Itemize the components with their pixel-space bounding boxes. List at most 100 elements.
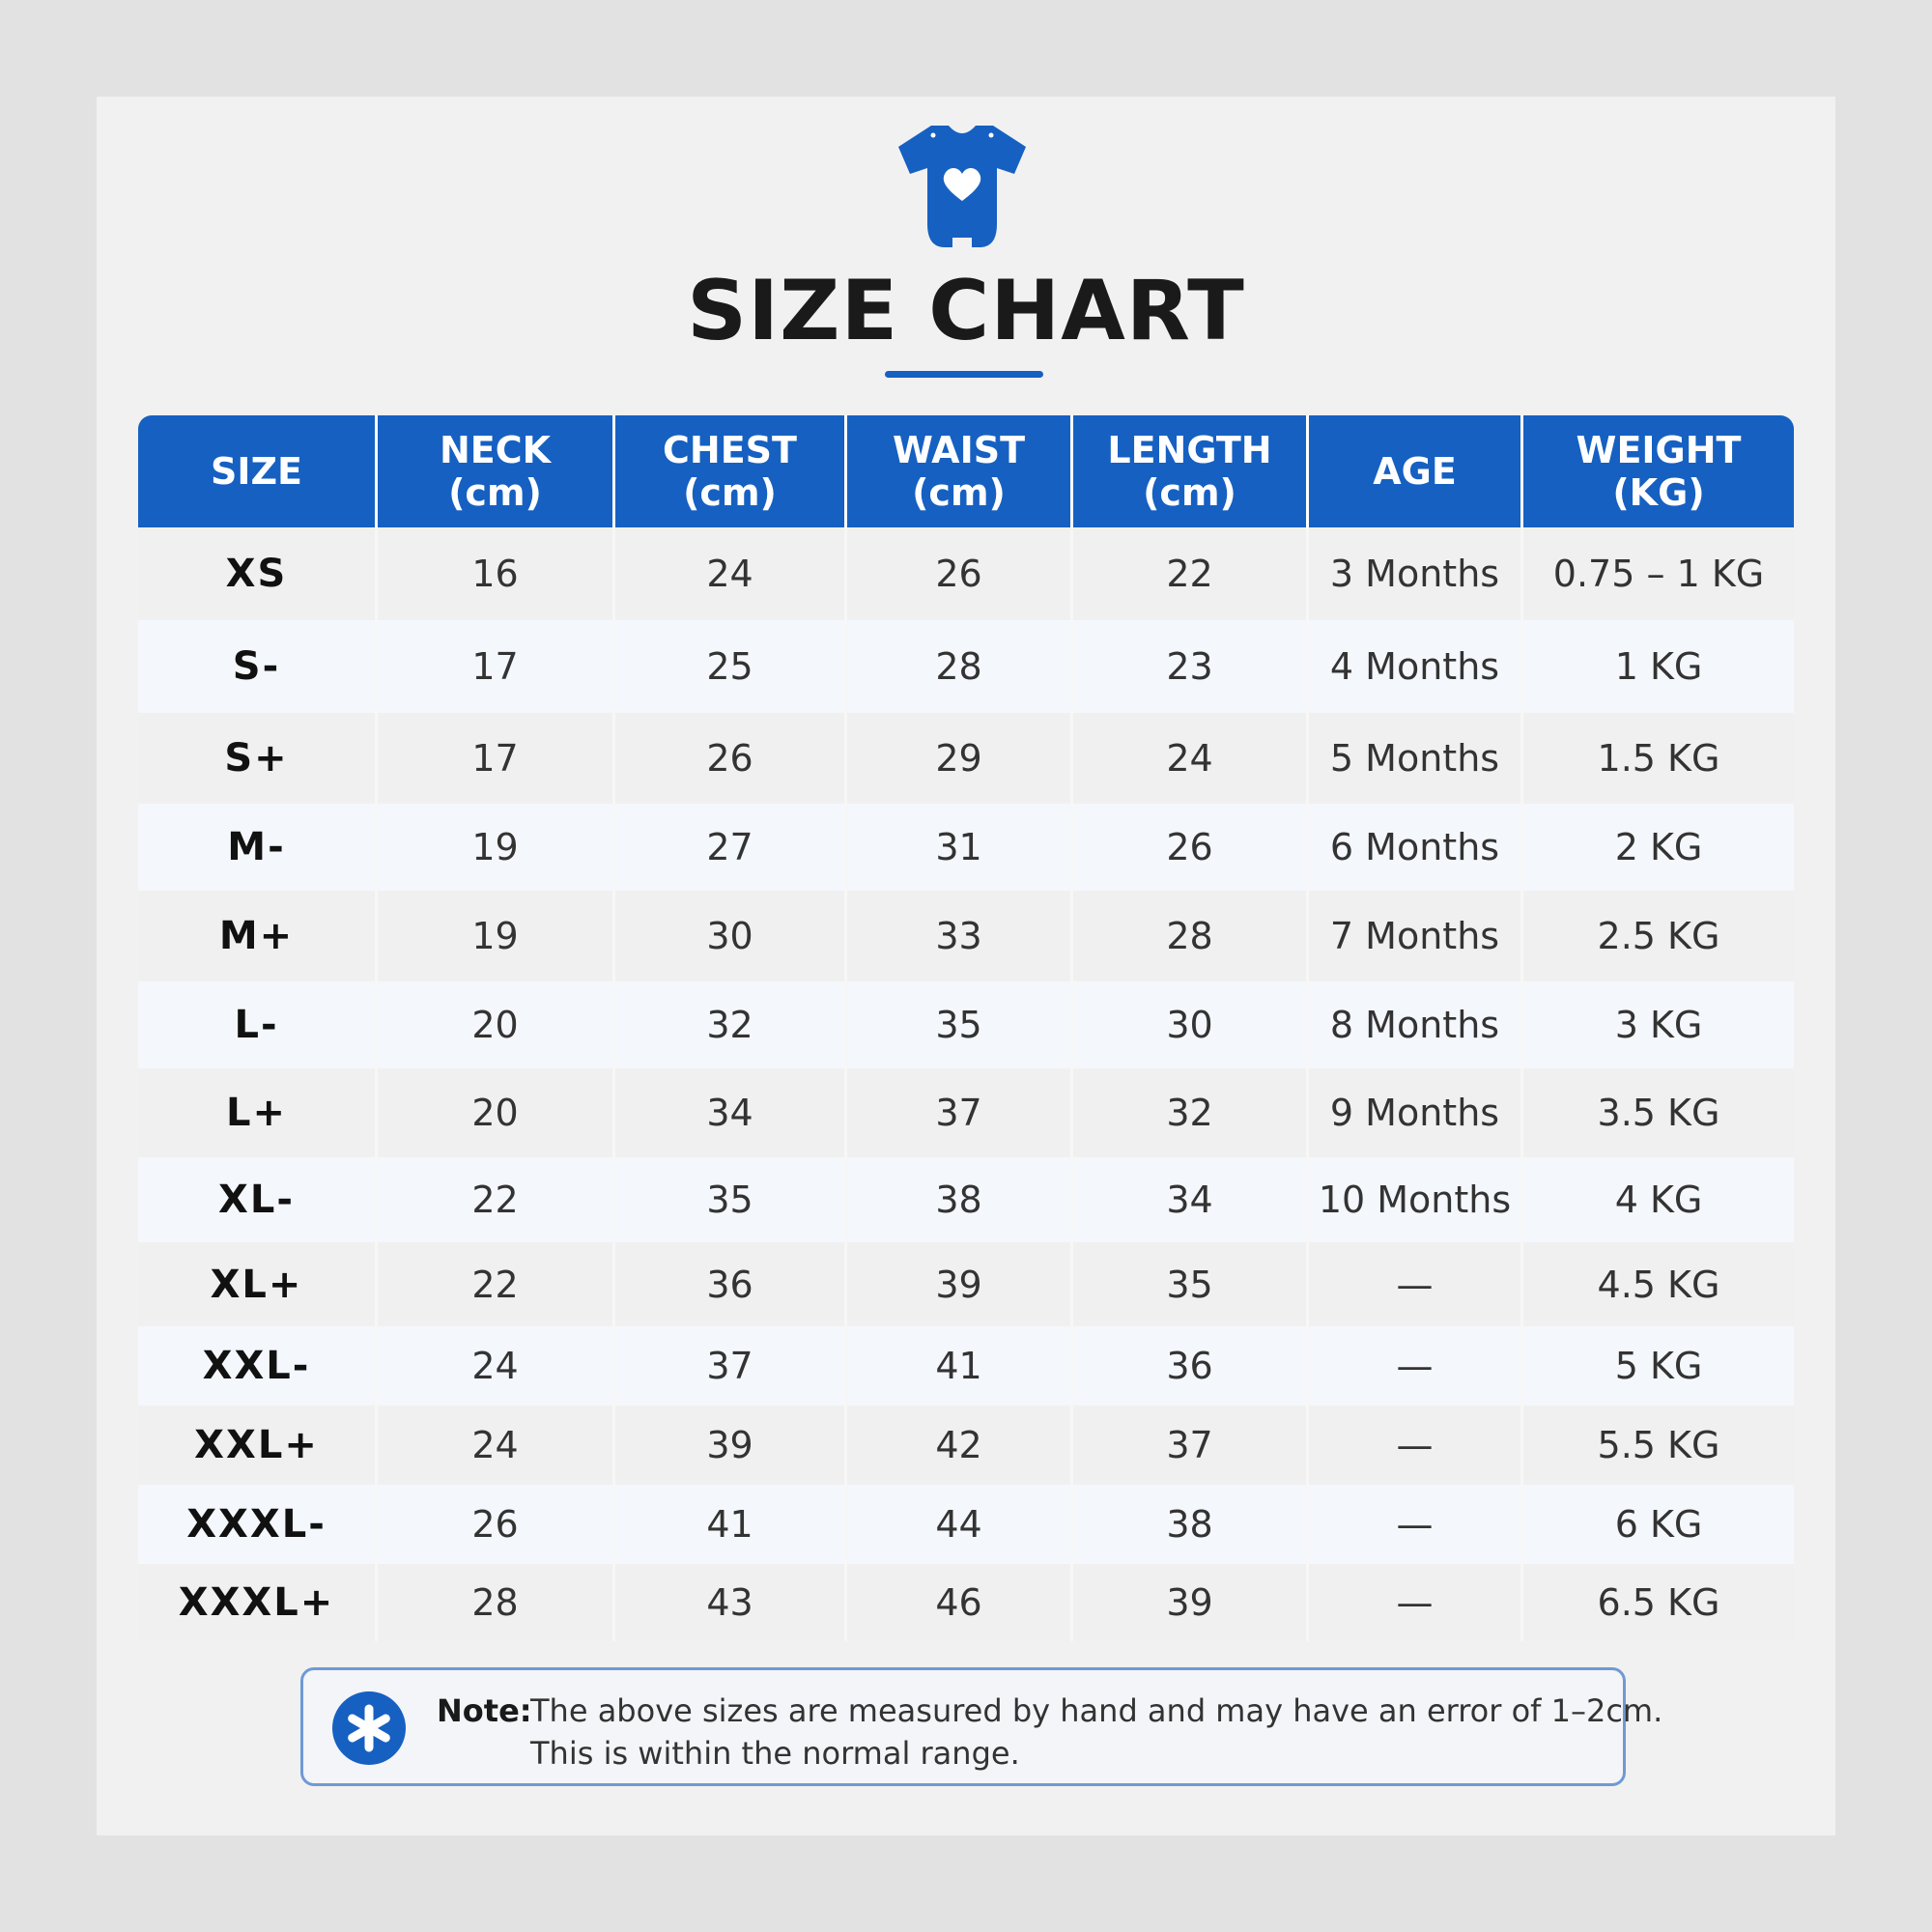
note-text: The above sizes are measured by hand and… (530, 1690, 1662, 1775)
column-header-unit: (cm) (912, 471, 1006, 514)
length-cell: 34 (1073, 1157, 1309, 1242)
waist-cell: 33 (847, 891, 1073, 981)
table-row: XL+ 22 36 39 35—4.5 KG (138, 1242, 1794, 1326)
column-header-label: CHEST (663, 429, 797, 471)
baby-onesie-heart-icon (898, 126, 1026, 247)
length-cell: 39 (1073, 1564, 1309, 1641)
age-cell: 5 Months (1309, 713, 1523, 804)
column-header-length: LENGTH (cm) (1073, 415, 1309, 527)
note-line-2: This is within the normal range. (530, 1735, 1020, 1772)
table-row: XXXL+ 28 43 46 39—6.5 KG (138, 1564, 1794, 1641)
age-cell: 9 Months (1309, 1068, 1523, 1157)
table-row: XL- 22 35 38 34 10 Months 4 KG (138, 1157, 1794, 1242)
column-header-neck: NECK (cm) (378, 415, 615, 527)
column-header-unit: (cm) (683, 471, 777, 514)
chest-cell: 39 (615, 1406, 847, 1485)
age-cell: — (1309, 1406, 1523, 1485)
age-cell: — (1309, 1564, 1523, 1641)
weight-cell: 3 KG (1523, 981, 1794, 1068)
size-table: SIZE NECK (cm) CHEST (cm) WAIST (cm) LENGTH (cm)… (138, 415, 1794, 1641)
age-cell: 10 Months (1309, 1157, 1523, 1242)
neck-cell: 19 (378, 804, 615, 891)
table-row: M- 19 27 31 26 6 Months 2 KG (138, 804, 1794, 891)
chest-cell: 35 (615, 1157, 847, 1242)
note-box: Note: The above sizes are measured by ha… (300, 1667, 1662, 1786)
neck-cell: 26 (378, 1485, 615, 1564)
size-cell: L+ (138, 1068, 378, 1157)
size-cell: XXXL- (138, 1485, 378, 1564)
waist-cell: 41 (847, 1326, 1073, 1406)
chest-cell: 24 (615, 527, 847, 620)
note-label: Note: (437, 1692, 532, 1729)
waist-cell: 31 (847, 804, 1073, 891)
table-row: XXXL- 26 41 44 38—6 KG (138, 1485, 1794, 1564)
weight-cell: 6.5 KG (1523, 1564, 1794, 1641)
length-cell: 32 (1073, 1068, 1309, 1157)
length-cell: 28 (1073, 891, 1309, 981)
weight-cell: 6 KG (1523, 1485, 1794, 1564)
table-row: XXL+ 24 39 42 37—5.5 KG (138, 1406, 1794, 1485)
size-cell: XXXL+ (138, 1564, 378, 1641)
chest-cell: 26 (615, 713, 847, 804)
waist-cell: 26 (847, 527, 1073, 620)
size-cell: XL+ (138, 1242, 378, 1326)
size-cell: M- (138, 804, 378, 891)
column-header-label: WEIGHT (1576, 429, 1742, 471)
column-header-unit: (cm) (1143, 471, 1236, 514)
length-cell: 37 (1073, 1406, 1309, 1485)
length-cell: 38 (1073, 1485, 1309, 1564)
weight-cell: 0.75 – 1 KG (1523, 527, 1794, 620)
neck-cell: 22 (378, 1157, 615, 1242)
column-header-waist: WAIST (cm) (847, 415, 1073, 527)
column-header-label: WAIST (892, 429, 1026, 471)
weight-cell: 2 KG (1523, 804, 1794, 891)
column-header-label: NECK (439, 429, 552, 471)
chest-cell: 32 (615, 981, 847, 1068)
age-cell: — (1309, 1485, 1523, 1564)
length-cell: 22 (1073, 527, 1309, 620)
length-cell: 30 (1073, 981, 1309, 1068)
chest-cell: 27 (615, 804, 847, 891)
weight-cell: 4.5 KG (1523, 1242, 1794, 1326)
length-cell: 26 (1073, 804, 1309, 891)
table-row: XS 16 24 26 22 3 Months 0.75 – 1 KG (138, 527, 1794, 620)
age-cell: 6 Months (1309, 804, 1523, 891)
neck-cell: 22 (378, 1242, 615, 1326)
chest-cell: 25 (615, 620, 847, 713)
length-cell: 36 (1073, 1326, 1309, 1406)
weight-cell: 2.5 KG (1523, 891, 1794, 981)
waist-cell: 42 (847, 1406, 1073, 1485)
column-header-unit: (cm) (448, 471, 542, 514)
age-cell: 8 Months (1309, 981, 1523, 1068)
title-underline (885, 371, 1043, 378)
weight-cell: 4 KG (1523, 1157, 1794, 1242)
table-row: M+ 19 30 33 28 7 Months 2.5 KG (138, 891, 1794, 981)
length-cell: 24 (1073, 713, 1309, 804)
size-cell: S- (138, 620, 378, 713)
column-header-size: SIZE (138, 415, 378, 527)
waist-cell: 28 (847, 620, 1073, 713)
size-cell: S+ (138, 713, 378, 804)
column-header-unit: (KG) (1612, 471, 1705, 514)
column-header-age: AGE (1309, 415, 1523, 527)
table-row: XXL- 24 37 41 36—5 KG (138, 1326, 1794, 1406)
length-cell: 35 (1073, 1242, 1309, 1326)
column-header-label: AGE (1373, 450, 1457, 493)
table-row: S+ 17 26 29 24 5 Months 1.5 KG (138, 713, 1794, 804)
chest-cell: 41 (615, 1485, 847, 1564)
note-line-1: The above sizes are measured by hand and… (530, 1692, 1663, 1729)
waist-cell: 29 (847, 713, 1073, 804)
age-cell: — (1309, 1326, 1523, 1406)
size-cell: M+ (138, 891, 378, 981)
size-cell: XXL+ (138, 1406, 378, 1485)
weight-cell: 1 KG (1523, 620, 1794, 713)
chest-cell: 36 (615, 1242, 847, 1326)
table-row: S- 17 25 28 23 4 Months 1 KG (138, 620, 1794, 713)
column-header-chest: CHEST (cm) (615, 415, 847, 527)
weight-cell: 5 KG (1523, 1326, 1794, 1406)
table-header-row: SIZE NECK (cm) CHEST (cm) WAIST (cm) LENGTH (cm)… (138, 415, 1794, 527)
size-cell: XL- (138, 1157, 378, 1242)
waist-cell: 39 (847, 1242, 1073, 1326)
column-header-weight: WEIGHT (KG) (1523, 415, 1794, 527)
age-cell: 4 Months (1309, 620, 1523, 713)
